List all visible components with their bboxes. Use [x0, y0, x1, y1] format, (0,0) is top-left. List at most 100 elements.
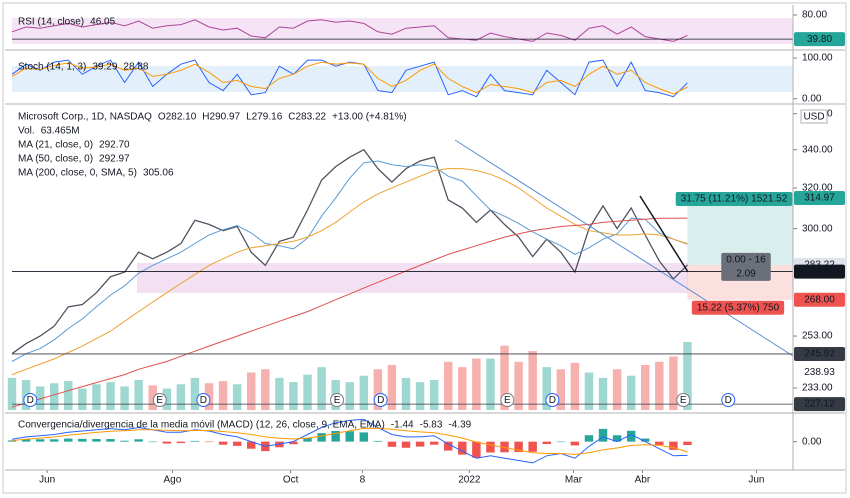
series-line: [11, 418, 688, 464]
bar: [444, 441, 453, 451]
x-tick-label: 8: [360, 475, 366, 486]
bar: [35, 386, 45, 410]
x-tick-label: Abr: [635, 475, 651, 486]
bar: [401, 377, 411, 410]
bar: [528, 441, 537, 452]
bar: [232, 384, 242, 410]
bar: [78, 388, 87, 410]
legend-text: 305.06: [143, 168, 174, 179]
bar: [92, 439, 101, 442]
event-label: D: [27, 395, 34, 406]
bar: [472, 441, 481, 458]
series-line: [11, 59, 688, 98]
event-marker: [152, 393, 167, 407]
bar: [289, 382, 298, 410]
bar: [303, 438, 312, 442]
y-tick-label: 0.00: [802, 93, 822, 104]
bar: [331, 431, 340, 442]
bar: [373, 369, 383, 410]
series-line: [11, 19, 688, 42]
legend-text: -4.39: [448, 420, 471, 431]
bar: [247, 372, 256, 410]
bar: [429, 441, 439, 445]
bar: [528, 351, 537, 410]
bar: [542, 367, 551, 410]
bar: [92, 384, 101, 410]
bar: [148, 385, 157, 410]
price-tag-label: 238.93: [804, 367, 835, 378]
x-tick-label: Jun: [748, 475, 764, 486]
bar: [317, 367, 326, 410]
position-label: 31.75 (11.21%) 1521.52: [681, 194, 788, 205]
event-marker: [721, 393, 736, 407]
bar: [148, 441, 157, 443]
trend-line: [639, 195, 689, 273]
bar: [641, 365, 650, 410]
y-tick-label: 253.00: [802, 331, 833, 342]
bar: [387, 365, 397, 410]
bar: [556, 441, 566, 443]
legend-text: 292.97: [99, 154, 130, 165]
price-tag: [794, 32, 845, 47]
bar: [415, 382, 425, 410]
bar: [317, 433, 326, 442]
bar: [655, 441, 664, 445]
x-tick-label: Ago: [164, 475, 182, 486]
bar: [542, 441, 551, 444]
bar: [106, 439, 115, 442]
bar: [556, 369, 566, 410]
position-box: [721, 252, 771, 281]
bar: [190, 440, 200, 442]
position-box: [691, 300, 785, 315]
legend-text: MA (21, close, 0): [18, 140, 93, 151]
bar: [458, 441, 467, 455]
legend-text: MA (200, close, 0, SMA, 5): [18, 168, 137, 179]
event-label: D: [549, 395, 556, 406]
bar: [190, 377, 200, 410]
event-marker: [330, 393, 345, 407]
bar: [669, 441, 678, 450]
bar: [598, 428, 608, 442]
zone: [137, 263, 688, 293]
bar: [612, 369, 622, 410]
bar: [359, 432, 369, 442]
y-tick-label: 100.00: [802, 53, 833, 64]
bar: [570, 441, 580, 446]
bar: [500, 441, 509, 453]
bar: [429, 380, 439, 410]
bar: [289, 441, 298, 445]
price-tag-label: 39.80: [807, 34, 832, 45]
bar: [458, 367, 467, 410]
bar: [162, 388, 172, 410]
x-tick-label: 2022: [458, 475, 481, 486]
series-line: [11, 168, 688, 376]
legend-text: -5.83: [420, 420, 443, 431]
unit-box: [800, 109, 828, 124]
legend-text: L279.16: [246, 112, 283, 123]
bar: [570, 362, 580, 410]
legend-text: 46.05: [90, 17, 115, 28]
price-tag: [794, 397, 845, 412]
y-tick-label: 80.00: [802, 10, 827, 21]
bar: [598, 377, 608, 410]
price-tag: [794, 264, 845, 279]
bar: [514, 361, 523, 410]
bar: [641, 438, 650, 442]
bar: [444, 361, 453, 410]
price-tag: [794, 346, 845, 361]
legend-text: 292.70: [99, 140, 130, 151]
x-tick-label: Jun: [39, 475, 55, 486]
price-tag-label: 314.97: [804, 193, 835, 204]
bar: [373, 440, 383, 442]
bar: [247, 441, 256, 449]
bar: [626, 430, 636, 442]
x-tick-label: Oct: [283, 475, 299, 486]
bar: [218, 441, 228, 445]
series-line: [11, 160, 688, 362]
event-marker: [373, 393, 388, 407]
bar: [626, 375, 636, 410]
event-marker: [23, 393, 38, 407]
legend-text: 39.29: [92, 62, 117, 73]
bar: [232, 441, 242, 446]
bar: [584, 372, 594, 410]
